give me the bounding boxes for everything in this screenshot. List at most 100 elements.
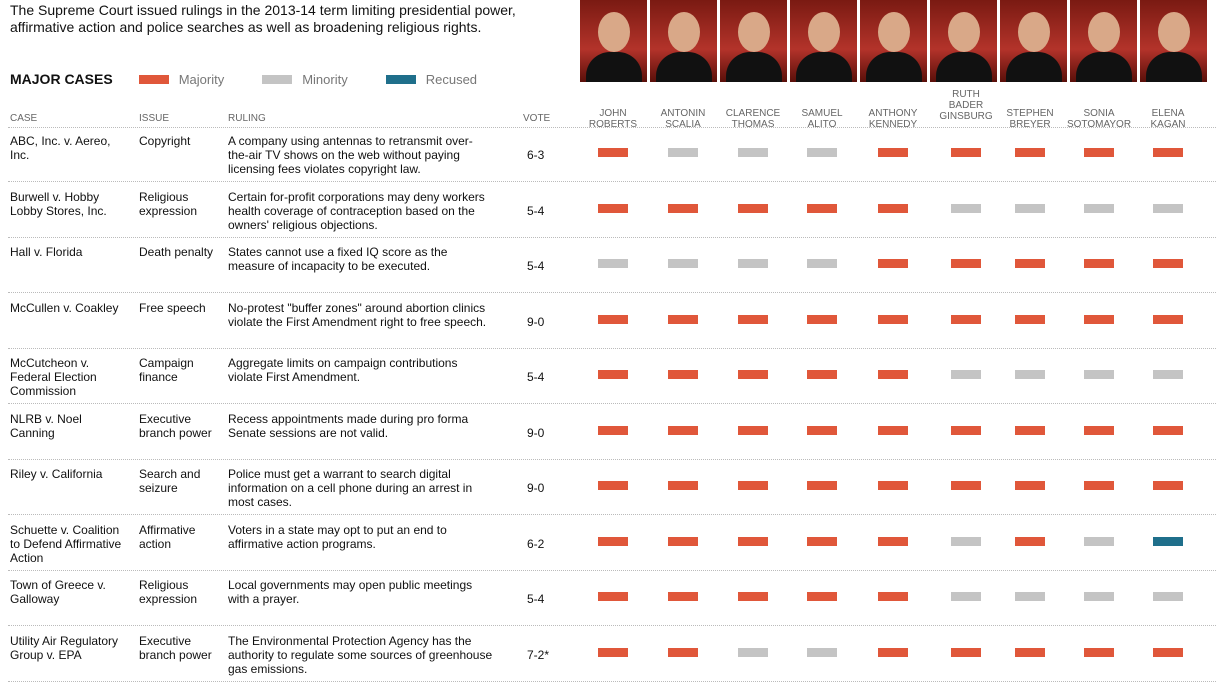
vote-recused-mark (1153, 536, 1183, 546)
vote-minority-mark (668, 148, 698, 157)
cell-vote: 9-0 (527, 481, 545, 495)
justice-name: RUTH BADER GINSBURG (939, 89, 993, 122)
vote-minority-mark (951, 203, 981, 213)
cell-ruling: No-protest "buffer zones" around abortio… (228, 300, 487, 329)
vote-majority-mark (1015, 481, 1045, 490)
vote-majority-mark (878, 203, 908, 213)
cell-case: Utility Air Regulatory Group v. EPA (10, 633, 119, 662)
vote-majority-mark (668, 425, 698, 435)
vote-majority-mark (1153, 425, 1183, 435)
justice-photo (790, 0, 857, 82)
cell-issue: Death penalty (139, 245, 214, 259)
divider (8, 680, 1216, 682)
vote-majority-mark (738, 481, 768, 490)
cell-vote: 9-0 (527, 425, 545, 440)
divider (8, 514, 1216, 515)
vote-majority-mark (598, 425, 628, 435)
divider (8, 403, 1216, 404)
vote-minority-mark (951, 536, 981, 546)
vote-majority-mark (1015, 647, 1045, 657)
vote-majority-mark (598, 314, 628, 324)
legend-label: Majority (178, 71, 225, 87)
vote-majority-mark (807, 536, 837, 546)
vote-minority-mark (807, 148, 837, 157)
header-issue: ISSUE (139, 113, 170, 124)
minority-swatch (262, 74, 293, 84)
legend-minority: Minority (262, 72, 348, 87)
divider (8, 292, 1216, 293)
cell-ruling: The Environmental Protection Agency has … (228, 633, 493, 676)
cell-ruling: A company using antennas to retransmit o… (228, 134, 473, 176)
table-row: Schuette v. Coalition to Defend Affirmat… (0, 517, 1228, 572)
vote-majority-mark (807, 314, 837, 324)
vote-minority-mark (951, 370, 981, 379)
vote-majority-mark (878, 647, 908, 657)
cell-ruling: States cannot use a fixed IQ score as th… (228, 245, 448, 273)
justice-photo (1140, 0, 1207, 82)
cell-issue: Religious expression (139, 189, 198, 218)
divider (8, 181, 1216, 182)
vote-majority-mark (878, 592, 908, 601)
cell-issue: Copyright (139, 134, 191, 148)
divider (8, 569, 1216, 571)
cell-vote: 5-4 (527, 592, 545, 606)
vote-minority-mark (1084, 370, 1114, 379)
vote-majority-mark (807, 425, 837, 435)
vote-majority-mark (738, 425, 768, 435)
vote-majority-mark (807, 592, 837, 601)
vote-minority-mark (668, 259, 698, 268)
vote-majority-mark (598, 148, 628, 157)
vote-minority-mark (1084, 536, 1114, 546)
cell-case: McCutcheon v. Federal Election Commissio… (10, 356, 97, 398)
legend-title: MAJOR CASES (10, 71, 113, 87)
vote-majority-mark (1084, 314, 1114, 324)
vote-majority-mark (807, 481, 837, 490)
cell-case: NLRB v. Noel Canning (10, 411, 82, 440)
vote-minority-mark (738, 259, 768, 268)
vote-majority-mark (598, 203, 628, 213)
vote-majority-mark (1084, 647, 1114, 657)
justice-name: ANTONIN SCALIA (660, 108, 706, 130)
justice-name: CLARENCE THOMAS (725, 108, 781, 130)
table-row: NLRB v. Noel Canning Executive branch pow… (0, 406, 1228, 461)
cell-case: Riley v. California (10, 467, 103, 481)
vote-majority-mark (1015, 536, 1045, 546)
vote-majority-mark (878, 148, 908, 157)
cell-case: Schuette v. Coalition to Defend Affirmat… (10, 522, 122, 565)
vote-majority-mark (738, 314, 768, 324)
vote-majority-mark (1084, 259, 1114, 268)
justice-photo (930, 0, 997, 82)
vote-majority-mark (738, 536, 768, 546)
justice-name: JOHN ROBERTS (588, 108, 638, 130)
table-row: McCutcheon v. Federal Election Commissio… (0, 350, 1228, 405)
vote-majority-mark (951, 314, 981, 324)
vote-majority-mark (878, 481, 908, 490)
vote-majority-mark (878, 370, 908, 379)
cell-vote: 6-2 (527, 536, 545, 551)
vote-majority-mark (951, 259, 981, 268)
table-row: Town of Greece v. Galloway Religious expr… (0, 572, 1228, 627)
cell-case: Town of Greece v. Galloway (10, 578, 106, 606)
header-vote: VOTE (523, 113, 551, 124)
legend-majority: Majority (138, 71, 225, 87)
divider (8, 127, 1216, 128)
cell-case: ABC, Inc. v. Aereo, Inc. (10, 134, 111, 162)
justice-photo (1000, 0, 1067, 82)
vote-majority-mark (951, 647, 981, 657)
vote-minority-mark (1084, 592, 1114, 601)
legend-label: Minority (302, 71, 348, 87)
legend-label: Recused (425, 71, 478, 87)
vote-majority-mark (1015, 314, 1045, 324)
vote-majority-mark (668, 481, 698, 490)
cell-vote: 9-0 (527, 314, 545, 329)
cell-case: Hall v. Florida (10, 245, 83, 259)
justice-photos (580, 0, 1207, 82)
table-row: Burwell v. Hobby Lobby Stores, Inc. Relig… (0, 184, 1228, 239)
vote-minority-mark (1153, 203, 1183, 213)
vote-minority-mark (807, 647, 837, 657)
justice-photo (860, 0, 927, 82)
cell-issue: Executive branch power (139, 411, 212, 440)
vote-majority-mark (598, 592, 628, 601)
legend: MAJOR CASES Majority Minority Recused (10, 71, 515, 87)
intro-text: The Supreme Court issued rulings in the … (10, 2, 516, 35)
